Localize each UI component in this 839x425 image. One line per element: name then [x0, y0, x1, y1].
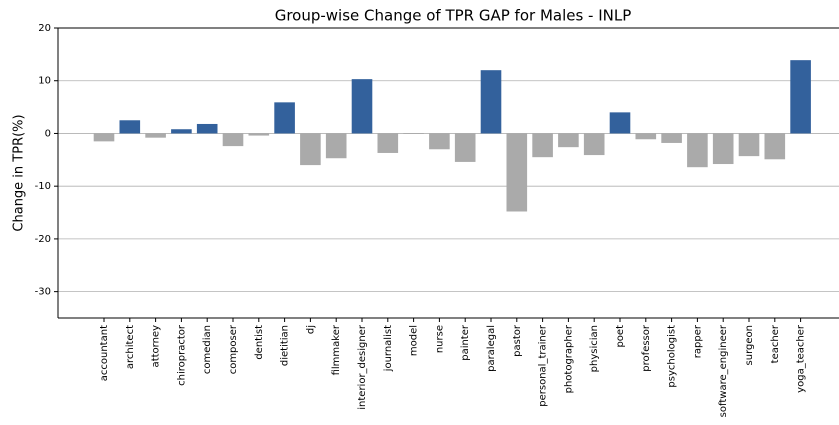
x-tick-label: poet [615, 325, 626, 348]
x-tick-label: dietitian [280, 325, 291, 366]
x-tick-label: paralegal [486, 325, 497, 372]
bar [558, 133, 579, 148]
bar [196, 123, 218, 134]
bar [171, 129, 192, 134]
x-tick-label: surgeon [744, 325, 755, 365]
x-tick-label: personal_trainer [538, 324, 549, 407]
y-tick-label: -20 [35, 234, 51, 245]
x-tick-label: software_engineer [718, 324, 729, 417]
bar [325, 133, 347, 159]
x-tick-label: architect [125, 325, 136, 369]
bar [583, 133, 605, 156]
x-tick-label: rapper [692, 324, 703, 358]
y-axis-label: Change in TPR(%) [12, 114, 27, 231]
x-tick-label: painter [460, 324, 471, 361]
y-tick-label: 10 [38, 76, 51, 87]
x-tick-label: dj [305, 325, 316, 334]
x-tick-label: professor [641, 324, 652, 372]
bar [300, 133, 321, 166]
x-tick-label: accountant [99, 325, 110, 381]
bar [480, 70, 502, 134]
x-tick-label: dentist [254, 325, 265, 360]
bar [738, 133, 760, 157]
bar [764, 133, 786, 160]
bar [145, 133, 166, 138]
bar [377, 133, 399, 153]
bar [274, 102, 295, 134]
x-tick-label: yoga_teacher [796, 324, 807, 393]
bar [635, 133, 657, 140]
bar [429, 133, 450, 150]
bar [403, 133, 424, 134]
bar [712, 133, 734, 165]
bar [248, 133, 270, 136]
x-tick-label: journalist [383, 325, 394, 372]
x-tick-label: comedian [202, 325, 213, 374]
x-tick-label: teacher [770, 324, 781, 363]
x-tick-label: composer [228, 324, 239, 374]
bar [351, 79, 373, 134]
chart-title: Group-wise Change of TPR GAP for Males -… [275, 7, 632, 25]
bar [222, 133, 244, 147]
y-tick-label: -10 [35, 181, 51, 192]
x-tick-label: psychologist [667, 325, 678, 388]
y-tick-label: 20 [38, 23, 51, 34]
x-tick-label: attorney [151, 325, 162, 368]
x-tick-label: interior_designer [357, 324, 368, 410]
y-tick-label: -30 [35, 287, 51, 298]
x-tick-label: pastor [512, 324, 523, 357]
bar [119, 120, 141, 134]
x-tick-label: photographer [563, 324, 574, 393]
x-tick-label: chiropractor [176, 324, 187, 386]
bar [93, 133, 115, 142]
x-tick-label: filmmaker [331, 324, 342, 375]
x-tick-label: physician [589, 325, 600, 372]
bar [532, 133, 553, 158]
x-tick-label: nurse [434, 325, 445, 353]
bar [454, 133, 476, 162]
bar [506, 133, 528, 212]
bar [661, 133, 682, 143]
x-tick-label: model [409, 325, 420, 356]
bar [609, 112, 631, 134]
y-tick-label: 0 [45, 128, 51, 139]
bar [790, 60, 811, 134]
bar [687, 133, 708, 168]
